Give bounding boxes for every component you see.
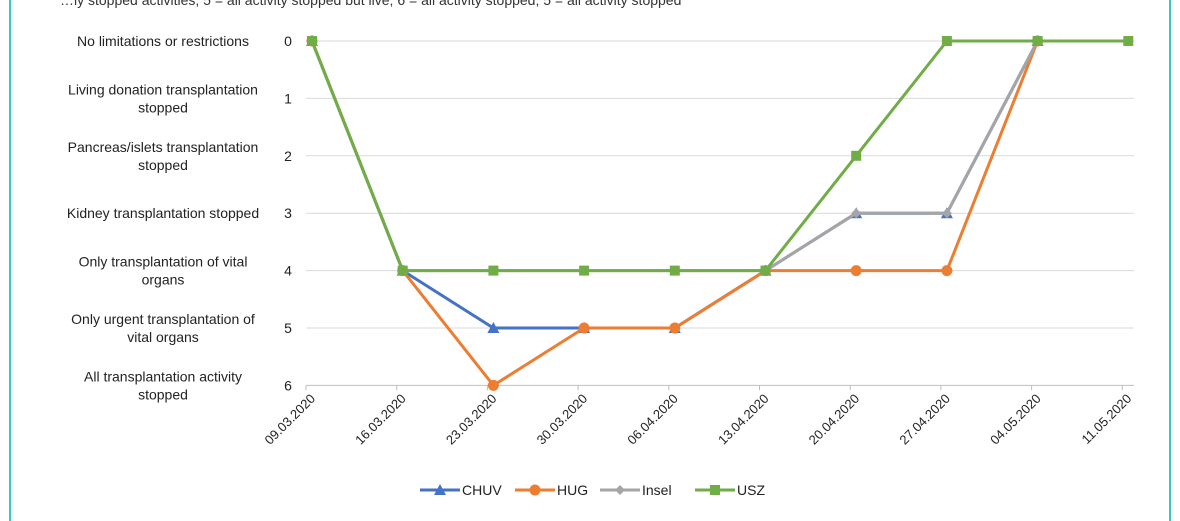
series-line-usz <box>310 39 1129 273</box>
frame-left-border <box>9 0 11 521</box>
data-point-hug <box>487 379 499 391</box>
x-tick-label: 27.04.2020 <box>896 391 953 448</box>
legend-swatch-marker <box>710 485 720 495</box>
data-point-hug <box>941 265 953 277</box>
legend-label: USZ <box>737 482 765 498</box>
y-category-label-line: organs <box>142 272 185 288</box>
y-tick-label: 6 <box>284 377 292 393</box>
x-tick-label: 13.04.2020 <box>715 391 772 448</box>
series-line-chuv <box>310 40 1039 330</box>
frame-right-border <box>1169 0 1171 521</box>
y-category-label: Kidney transplantation stopped <box>67 205 259 221</box>
y-category-label-line: Pancreas/islets transplantation <box>68 139 259 155</box>
y-category-label-line: All transplantation activity <box>84 368 242 384</box>
legend-swatch-marker <box>615 485 625 495</box>
data-point-hug <box>578 322 590 334</box>
data-point-usz <box>851 150 862 161</box>
figure-caption: …ly stopped activities; 5 = all activity… <box>60 0 682 8</box>
legend-label: CHUV <box>462 482 502 498</box>
y-category-label-line: stopped <box>138 99 188 115</box>
x-tick-label: 23.03.2020 <box>443 391 500 448</box>
y-category-label: Only transplantation of vital organs <box>79 254 248 288</box>
x-tick-label: 04.05.2020 <box>987 391 1044 448</box>
legend-swatch-marker <box>529 484 541 496</box>
y-tick-label: 5 <box>284 320 292 336</box>
y-category-label-line: stopped <box>138 157 188 173</box>
y-category-label: Living donation transplantation stopped <box>68 81 258 115</box>
data-point-insel <box>851 208 862 219</box>
y-category-label-line: stopped <box>138 386 188 402</box>
data-point-usz <box>579 265 590 276</box>
x-tick-label: 09.03.2020 <box>261 391 318 448</box>
x-tick-label: 30.03.2020 <box>534 391 591 448</box>
y-category-label-line: No limitations or restrictions <box>77 33 249 49</box>
y-category-label: Only urgent transplantation of vital orga… <box>71 311 255 345</box>
data-point-insel <box>941 208 952 219</box>
y-tick-label: 1 <box>284 90 292 106</box>
y-tick-label: 0 <box>284 33 292 49</box>
x-tick-label: 16.03.2020 <box>352 391 409 448</box>
x-tick-label: 20.04.2020 <box>806 391 863 448</box>
y-tick-label: 4 <box>284 263 292 279</box>
data-point-usz <box>760 265 771 276</box>
y-tick-label: 2 <box>284 148 292 164</box>
data-point-usz <box>307 36 317 46</box>
y-category-label-line: Living donation transplantation <box>68 81 258 97</box>
x-tick-label: 06.04.2020 <box>624 391 681 448</box>
data-point-usz <box>1032 36 1043 46</box>
y-category-label-line: Only transplantation of vital <box>79 254 248 270</box>
y-tick-label: 3 <box>284 205 292 221</box>
data-point-usz <box>488 265 499 276</box>
y-category-label: No limitations or restrictions <box>77 33 249 49</box>
data-point-chuv <box>487 322 500 333</box>
y-category-label: Pancreas/islets transplantation stopped <box>68 139 259 173</box>
data-point-usz <box>941 36 952 46</box>
legend-label: HUG <box>557 482 588 498</box>
legend-swatch-marker <box>434 484 446 495</box>
data-point-hug <box>669 322 681 334</box>
y-category-label: All transplantation activity stopped <box>84 368 242 402</box>
data-point-hug <box>850 265 862 277</box>
y-category-label-line: vital organs <box>127 329 199 345</box>
data-point-usz <box>397 265 408 276</box>
legend-label: Insel <box>642 482 672 498</box>
data-point-usz <box>1123 36 1134 46</box>
y-category-label-line: Kidney transplantation stopped <box>67 205 259 221</box>
x-tick-label: 11.05.2020 <box>1078 391 1134 447</box>
data-point-usz <box>669 265 680 276</box>
y-category-label-line: Only urgent transplantation of <box>71 311 255 327</box>
